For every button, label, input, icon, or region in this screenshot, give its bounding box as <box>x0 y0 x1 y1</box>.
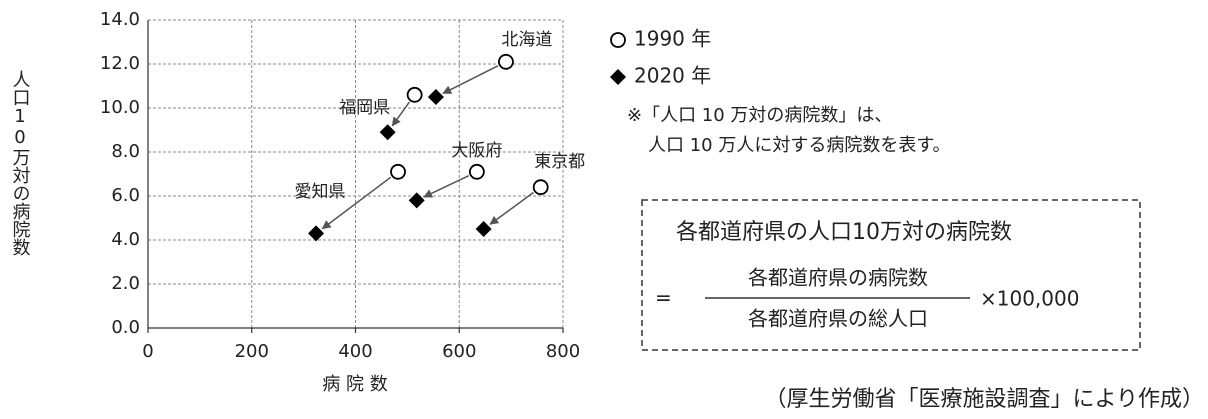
point <box>498 53 514 70</box>
point-label: 東京都 <box>534 152 585 172</box>
point-label: 福岡県 <box>339 98 390 118</box>
x-tick-label: 200 <box>235 341 269 362</box>
point <box>308 225 325 242</box>
point-label: 愛知県 <box>295 182 346 202</box>
change-arrow <box>391 101 410 127</box>
formula-denominator: 各都道府県の総人口 <box>748 307 928 331</box>
source: （厚生労働省「医療施設調査」により作成） <box>764 387 1204 412</box>
formula-box <box>641 199 1141 351</box>
y-tick-label: 8.0 <box>111 141 140 162</box>
point <box>532 179 549 196</box>
legend-label: 2020 年 <box>634 64 711 88</box>
point <box>406 86 423 103</box>
y-tick-label: 14.0 <box>100 9 140 30</box>
point <box>408 192 425 209</box>
point <box>475 221 492 237</box>
note: ※「人口 10 万対の病院数」は、 <box>627 105 892 126</box>
y-tick-label: 6.0 <box>111 185 140 206</box>
y-tick-label: 4.0 <box>111 229 140 250</box>
formula-equals: = <box>655 286 672 310</box>
legend-label: 1990 年 <box>634 27 711 51</box>
point <box>379 124 396 141</box>
legend-marker <box>610 69 626 85</box>
legend-marker <box>610 32 626 48</box>
formula-title: 各都道府県の人口10万対の病院数 <box>676 220 1012 245</box>
point-label: 北海道 <box>501 30 552 50</box>
point-label: 大阪府 <box>451 141 502 161</box>
x-tick-label: 600 <box>442 341 476 362</box>
y-tick-label: 10.0 <box>100 97 140 118</box>
x-tick-label: 0 <box>142 341 153 362</box>
y-tick-label: 12.0 <box>100 53 140 74</box>
x-tick-label: 400 <box>338 341 372 362</box>
point <box>427 89 444 105</box>
change-arrow <box>489 191 534 225</box>
y-axis-label: 人口10万対の病院数 <box>10 70 31 256</box>
y-tick-label: 0.0 <box>111 317 140 338</box>
y-tick-label: 2.0 <box>111 273 140 294</box>
x-tick-label: 800 <box>546 341 580 362</box>
point <box>390 163 406 180</box>
x-axis-label: 病 院 数 <box>322 374 387 395</box>
point <box>468 163 485 180</box>
formula-numerator: 各都道府県の病院数 <box>748 266 928 290</box>
note: 人口 10 万人に対する病院数を表す。 <box>648 135 951 156</box>
change-arrow <box>321 176 392 230</box>
formula-multiplier: ×100,000 <box>980 287 1079 311</box>
change-arrow <box>442 65 499 95</box>
change-arrow <box>423 174 470 198</box>
